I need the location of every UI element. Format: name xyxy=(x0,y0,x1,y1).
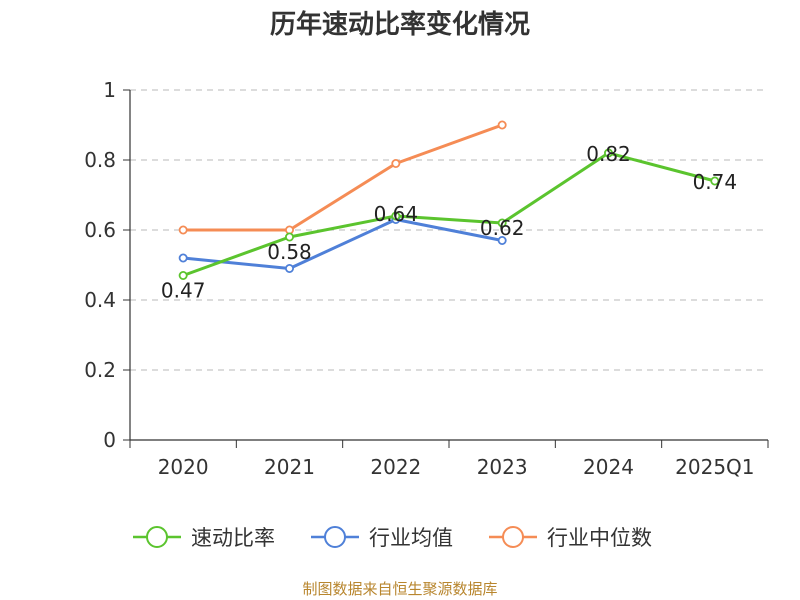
legend-marker xyxy=(324,526,346,548)
data-point xyxy=(391,211,401,221)
source-note: 制图数据来自恒生聚源数据库 xyxy=(302,580,497,598)
data-point xyxy=(178,253,188,263)
y-tick-label: 0.4 xyxy=(84,288,116,312)
x-tick-label: 2023 xyxy=(477,455,528,479)
data-point xyxy=(284,263,294,273)
x-tick-label: 2020 xyxy=(158,455,209,479)
data-point xyxy=(391,158,401,168)
data-label: 0.58 xyxy=(267,240,312,264)
data-point xyxy=(604,148,614,158)
data-point xyxy=(497,120,507,130)
x-tick-label: 2024 xyxy=(583,455,634,479)
y-tick-label: 0.2 xyxy=(84,358,116,382)
chart-title: 历年速动比率变化情况 xyxy=(270,9,530,40)
data-point xyxy=(178,270,188,280)
data-label: 0.82 xyxy=(586,142,631,166)
y-tick-label: 0.8 xyxy=(84,148,116,172)
legend-item: 行业中位数 xyxy=(489,526,652,550)
y-tick-label: 0 xyxy=(103,428,116,452)
data-label: 0.64 xyxy=(374,202,419,226)
legend-label: 行业中位数 xyxy=(547,526,652,550)
x-tick-label: 2021 xyxy=(264,455,315,479)
data-label: 0.47 xyxy=(161,279,206,303)
x-tick-label: 2025Q1 xyxy=(675,455,754,479)
data-label: 0.74 xyxy=(693,170,738,194)
data-point xyxy=(178,225,188,235)
legend-marker xyxy=(502,526,524,548)
series-line xyxy=(183,218,503,270)
data-point xyxy=(284,232,294,242)
legend-marker xyxy=(146,526,168,548)
legend-label: 速动比率 xyxy=(191,526,275,550)
legend-item: 速动比率 xyxy=(133,526,275,550)
data-label: 0.62 xyxy=(480,216,525,240)
data-point xyxy=(497,235,507,245)
y-tick-label: 1 xyxy=(103,78,116,102)
x-tick-label: 2022 xyxy=(370,455,421,479)
legend-label: 行业均值 xyxy=(369,526,453,550)
series-line xyxy=(182,151,716,277)
legend-item: 行业均值 xyxy=(311,526,453,550)
series-line xyxy=(183,123,503,232)
data-point xyxy=(497,218,507,228)
data-point xyxy=(710,176,720,186)
y-tick-label: 0.6 xyxy=(84,218,116,242)
